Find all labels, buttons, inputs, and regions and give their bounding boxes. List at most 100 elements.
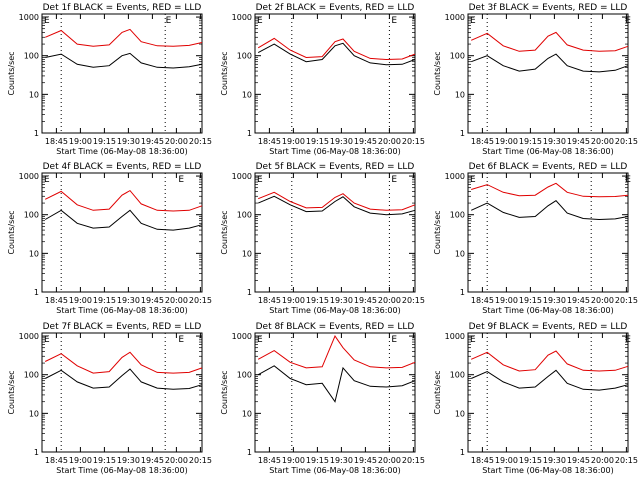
x-tick-label: 19:45 bbox=[354, 296, 377, 305]
y-tick-label: 1000 bbox=[232, 172, 252, 181]
plot-frame bbox=[467, 172, 629, 293]
x-tick-label: 20:15 bbox=[615, 296, 638, 305]
series-lld-line bbox=[44, 189, 203, 212]
series-lld-line bbox=[470, 31, 629, 52]
y-tick-label: 10 bbox=[242, 409, 252, 418]
plot-frame bbox=[254, 13, 416, 134]
series-events-line bbox=[45, 52, 203, 69]
x-tick-label: 19:00 bbox=[282, 137, 305, 146]
panel-title: Det 9f BLACK = Events, RED = LLD bbox=[469, 322, 628, 332]
e-marker: E bbox=[391, 335, 397, 345]
y-tick-label: 1000 bbox=[19, 172, 39, 181]
y-tick-label: 10 bbox=[29, 249, 39, 258]
e-marker: E bbox=[391, 175, 397, 185]
x-tick-label: 18:45 bbox=[258, 456, 281, 465]
y-tick-label: 1 bbox=[247, 288, 252, 297]
x-tick-label: 20:00 bbox=[378, 296, 401, 305]
series-events-line bbox=[470, 200, 629, 221]
e-marker: E bbox=[470, 175, 476, 185]
x-tick-label: 19:15 bbox=[93, 296, 116, 305]
panel-det-5: Det 5f BLACK = Events, RED = LLD 1 10 100 10… bbox=[220, 162, 425, 315]
y-tick-label: 10 bbox=[242, 249, 252, 258]
x-tick-label: 20:15 bbox=[189, 137, 212, 146]
panel-det-9: Det 9f BLACK = Events, RED = LLD 1 10 100 10… bbox=[433, 322, 638, 475]
x-tick-label: 18:45 bbox=[258, 137, 281, 146]
e-marker: E bbox=[625, 335, 631, 345]
x-tick-label: 19:15 bbox=[93, 456, 116, 465]
x-tick-label: 19:30 bbox=[117, 296, 140, 305]
panel-det-6: Det 6f BLACK = Events, RED = LLD 1 10 100 10… bbox=[433, 162, 638, 315]
x-tick-label: 18:45 bbox=[471, 137, 494, 146]
x-tick-label: 20:15 bbox=[402, 456, 425, 465]
series-events-line bbox=[257, 42, 416, 66]
y-axis-label: Counts/sec bbox=[433, 370, 442, 414]
x-tick-label: 18:45 bbox=[45, 456, 68, 465]
e-marker: E bbox=[178, 335, 184, 345]
e-marker: E bbox=[391, 16, 397, 26]
x-tick-label: 19:45 bbox=[567, 456, 590, 465]
panel-title: Det 7f BLACK = Events, RED = LLD bbox=[43, 322, 202, 332]
x-tick-label: 20:15 bbox=[402, 137, 425, 146]
y-tick-label: 1000 bbox=[445, 13, 465, 22]
series-lld-line bbox=[257, 335, 416, 369]
x-tick-label: 20:15 bbox=[402, 296, 425, 305]
x-axis-label: Start Time (06-May-08 18:36:00) bbox=[482, 147, 613, 156]
e-marker: E bbox=[178, 175, 184, 185]
y-tick-label: 1 bbox=[460, 448, 465, 457]
panel-det-1: Det 1f BLACK = Events, RED = LLD 1 10 100 10… bbox=[7, 3, 212, 156]
x-tick-label: 19:45 bbox=[354, 137, 377, 146]
series-events-line bbox=[471, 369, 629, 391]
y-tick-label: 1000 bbox=[232, 332, 252, 341]
y-tick-label: 1 bbox=[460, 129, 465, 138]
y-axis-label: Counts/sec bbox=[433, 210, 442, 254]
y-tick-label: 1000 bbox=[19, 332, 39, 341]
e-marker: E bbox=[44, 16, 50, 26]
x-tick-label: 20:15 bbox=[189, 296, 212, 305]
x-tick-label: 18:45 bbox=[45, 137, 68, 146]
y-tick-label: 100 bbox=[24, 211, 39, 220]
y-axis-label: Counts/sec bbox=[7, 51, 16, 95]
y-tick-label: 1 bbox=[34, 288, 39, 297]
series-lld-line bbox=[470, 350, 629, 372]
y-tick-label: 1 bbox=[247, 129, 252, 138]
x-tick-label: 20:00 bbox=[165, 296, 188, 305]
y-tick-label: 10 bbox=[242, 90, 252, 99]
x-tick-label: 19:15 bbox=[306, 296, 329, 305]
x-tick-label: 19:00 bbox=[69, 137, 92, 146]
y-tick-label: 1 bbox=[247, 448, 252, 457]
x-axis-label: Start Time (06-May-08 18:36:00) bbox=[269, 306, 400, 315]
x-axis-label: Start Time (06-May-08 18:36:00) bbox=[269, 466, 400, 475]
x-tick-label: 19:30 bbox=[330, 456, 353, 465]
y-axis-label: Counts/sec bbox=[220, 51, 229, 95]
e-marker: E bbox=[470, 16, 476, 26]
y-axis-label: Counts/sec bbox=[220, 370, 229, 414]
y-tick-label: 1000 bbox=[232, 13, 252, 22]
x-tick-label: 20:00 bbox=[378, 137, 401, 146]
y-tick-label: 100 bbox=[24, 371, 39, 380]
x-tick-label: 19:15 bbox=[306, 456, 329, 465]
y-tick-label: 10 bbox=[29, 90, 39, 99]
series-events-line bbox=[257, 365, 416, 403]
y-tick-label: 100 bbox=[450, 211, 465, 220]
x-tick-label: 20:15 bbox=[189, 456, 212, 465]
x-tick-label: 19:15 bbox=[519, 137, 542, 146]
e-marker: E bbox=[257, 335, 263, 345]
panel-det-7: Det 7f BLACK = Events, RED = LLD 1 10 100 10… bbox=[7, 322, 212, 475]
e-marker: E bbox=[44, 335, 50, 345]
e-marker: E bbox=[166, 16, 172, 26]
x-tick-label: 20:00 bbox=[591, 296, 614, 305]
x-tick-label: 19:00 bbox=[495, 456, 518, 465]
y-tick-label: 1000 bbox=[445, 332, 465, 341]
plot-frame bbox=[467, 13, 629, 134]
x-axis-label: Start Time (06-May-08 18:36:00) bbox=[56, 306, 187, 315]
y-tick-label: 100 bbox=[450, 52, 465, 61]
y-tick-label: 10 bbox=[29, 409, 39, 418]
plot-frame bbox=[41, 13, 203, 134]
x-tick-label: 19:30 bbox=[330, 296, 353, 305]
x-tick-label: 20:00 bbox=[165, 137, 188, 146]
panel-det-4: Det 4f BLACK = Events, RED = LLD 1 10 100 10… bbox=[7, 162, 212, 315]
panel-det-8: Det 8f BLACK = Events, RED = LLD 1 10 100 10… bbox=[220, 322, 425, 475]
x-tick-label: 18:45 bbox=[471, 456, 494, 465]
y-tick-label: 1000 bbox=[19, 13, 39, 22]
